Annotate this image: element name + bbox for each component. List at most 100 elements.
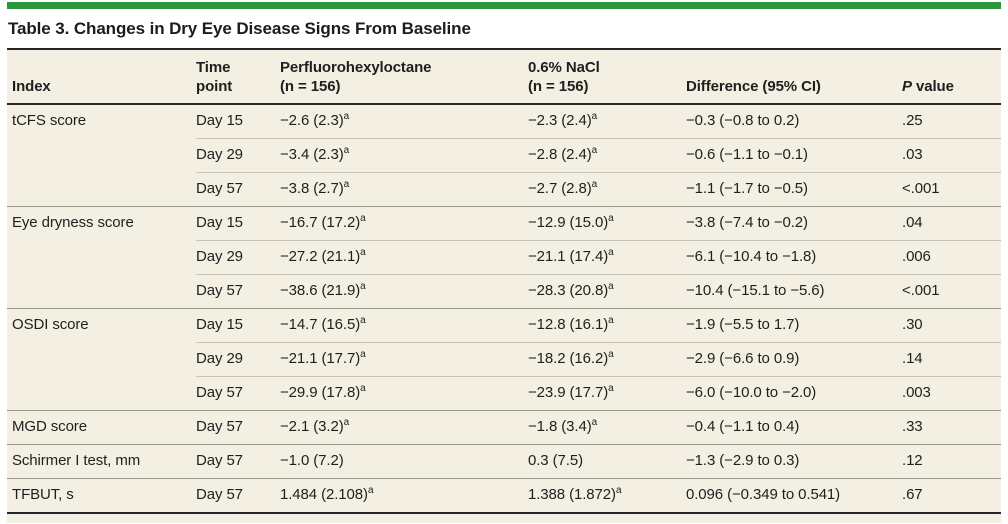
header-label: Time [196,59,231,76]
cell-text: .03 [902,146,923,163]
cell-text: .12 [902,452,923,469]
timepoint-cell: Day 29 [196,137,280,172]
cell-text: −2.7 (2.8) [528,180,592,197]
cell-text: −1.9 (−5.5 to 1.7) [686,316,800,333]
cell-text: −2.9 (−6.6 to 0.9) [686,350,800,367]
cell-text: −3.8 (2.7) [280,180,344,197]
difference-cell: 0.096 (−0.349 to 0.541) [686,477,902,512]
cell-text: MGD score [12,418,87,435]
cell-text: −28.3 (20.8) [528,282,609,299]
pvalue-cell: .003 [902,375,1001,410]
pfho-cell: −14.7 (16.5)a [280,307,528,342]
cell-text: 1.388 (1.872) [528,486,616,504]
pvalue-cell: .14 [902,341,1001,376]
nacl-cell: −23.9 (17.7)a [528,375,686,410]
footnote-strip [7,514,1001,523]
header-difference: Difference (95% CI) [686,50,902,105]
difference-cell: −3.8 (−7.4 to −0.2) [686,205,902,240]
superscript-footnote-marker: a [360,383,366,394]
cell-text: Eye dryness score [12,214,134,231]
cell-text: Day 29 [196,248,243,265]
header-label: (n = 156) [528,78,589,95]
data-table: Index Time point Perfluorohexyloctane (n… [7,50,1001,512]
cell-text: Day 57 [196,452,243,469]
header-label: Difference (95% CI) [686,78,821,95]
difference-cell: −1.3 (−2.9 to 0.3) [686,443,902,478]
table-row: MGD score Day 57 −2.1 (3.2)a −1.8 (3.4)a −0.… [7,409,1001,444]
cell-text: −12.9 (15.0) [528,214,609,231]
difference-cell: −6.1 (−10.4 to −1.8) [686,239,902,274]
timepoint-cell: Day 57 [196,409,280,444]
cell-text: −6.1 (−10.4 to −1.8) [686,248,817,265]
header-timepoint: Time point [196,50,280,105]
difference-cell: −1.1 (−1.7 to −0.5) [686,171,902,206]
superscript-footnote-marker: a [608,247,614,258]
index-cell: OSDI score [7,307,196,342]
pfho-cell: −2.6 (2.3)a [280,104,528,138]
superscript-footnote-marker: a [360,315,366,326]
index-cell: Eye dryness score [7,205,196,240]
difference-cell: −0.4 (−1.1 to 0.4) [686,409,902,444]
superscript-footnote-marker: a [591,111,598,123]
header-pvalue: P value [902,50,1001,105]
pvalue-cell: .03 [902,137,1001,172]
cell-text: OSDI score [12,316,89,333]
superscript-footnote-marker: a [608,315,614,326]
cell-text: Day 15 [196,316,243,333]
cell-text: −3.8 (−7.4 to −0.2) [686,214,808,231]
cell-text: −3.4 (2.3) [280,146,344,163]
cell-text: .04 [902,214,923,231]
cell-text: .14 [902,350,923,367]
superscript-footnote-marker: a [360,281,366,292]
index-cell [7,376,196,410]
timepoint-cell: Day 29 [196,239,280,274]
cell-text: Day 57 [196,180,243,197]
cell-text: .33 [902,418,923,435]
table-row: Day 57 −29.9 (17.8)a −23.9 (17.7)a −6.0 (−1… [7,375,1001,410]
cell-text: −21.1 (17.4) [528,248,609,265]
cell-text: .30 [902,316,923,333]
timepoint-cell: Day 57 [196,443,280,478]
table-row: Day 57 −3.8 (2.7)a −2.7 (2.8)a −1.1 (−1.7 t… [7,171,1001,206]
cell-text: .25 [902,112,923,130]
superscript-footnote-marker: a [343,417,350,428]
index-cell [7,274,196,308]
cell-text: 0.3 (7.5) [528,452,583,469]
cell-text: −0.4 (−1.1 to 0.4) [686,418,800,435]
table-row: Day 29 −3.4 (2.3)a −2.8 (2.4)a −0.6 (−1.1 t… [7,137,1001,172]
cell-text: <.001 [902,180,940,197]
superscript-footnote-marker: a [360,349,366,360]
pvalue-cell: .12 [902,443,1001,478]
table-row: Eye dryness score Day 15 −16.7 (17.2)a −12.… [7,205,1001,240]
cell-text: −1.3 (−2.9 to 0.3) [686,452,800,469]
pfho-cell: −2.1 (3.2)a [280,409,528,444]
timepoint-cell: Day 57 [196,477,280,512]
cell-text: Day 57 [196,384,243,401]
superscript-footnote-marker: a [343,179,350,190]
timepoint-cell: Day 57 [196,375,280,410]
cell-text: −0.3 (−0.8 to 0.2) [686,112,800,130]
table-row: Day 57 −38.6 (21.9)a −28.3 (20.8)a −10.4 (−… [7,273,1001,308]
cell-text: Day 29 [196,146,243,163]
superscript-footnote-marker: a [615,485,622,497]
index-cell [7,138,196,172]
nacl-cell: 0.3 (7.5) [528,443,686,478]
pvalue-cell: <.001 [902,171,1001,206]
header-label-italic: P [902,78,912,95]
title-block: Table 3. Changes in Dry Eye Disease Sign… [7,9,1001,48]
nacl-cell: 1.388 (1.872)a [528,477,686,512]
superscript-footnote-marker: a [367,485,374,497]
table-row: Day 29 −27.2 (21.1)a −21.1 (17.4)a −6.1 (−1… [7,239,1001,274]
superscript-footnote-marker: a [591,417,598,428]
cell-text: Day 15 [196,214,243,231]
nacl-cell: −1.8 (3.4)a [528,409,686,444]
header-nacl: 0.6% NaCl (n = 156) [528,50,686,105]
cell-text: −21.1 (17.7) [280,350,361,367]
pfho-cell: −38.6 (21.9)a [280,273,528,308]
index-cell [7,172,196,206]
table-row: tCFS score Day 15 −2.6 (2.3)a −2.3 (2.4)a −0… [7,104,1001,138]
cell-text: Day 15 [196,112,243,130]
index-cell: Schirmer I test, mm [7,443,196,478]
timepoint-cell: Day 57 [196,273,280,308]
timepoint-cell: Day 15 [196,104,280,138]
